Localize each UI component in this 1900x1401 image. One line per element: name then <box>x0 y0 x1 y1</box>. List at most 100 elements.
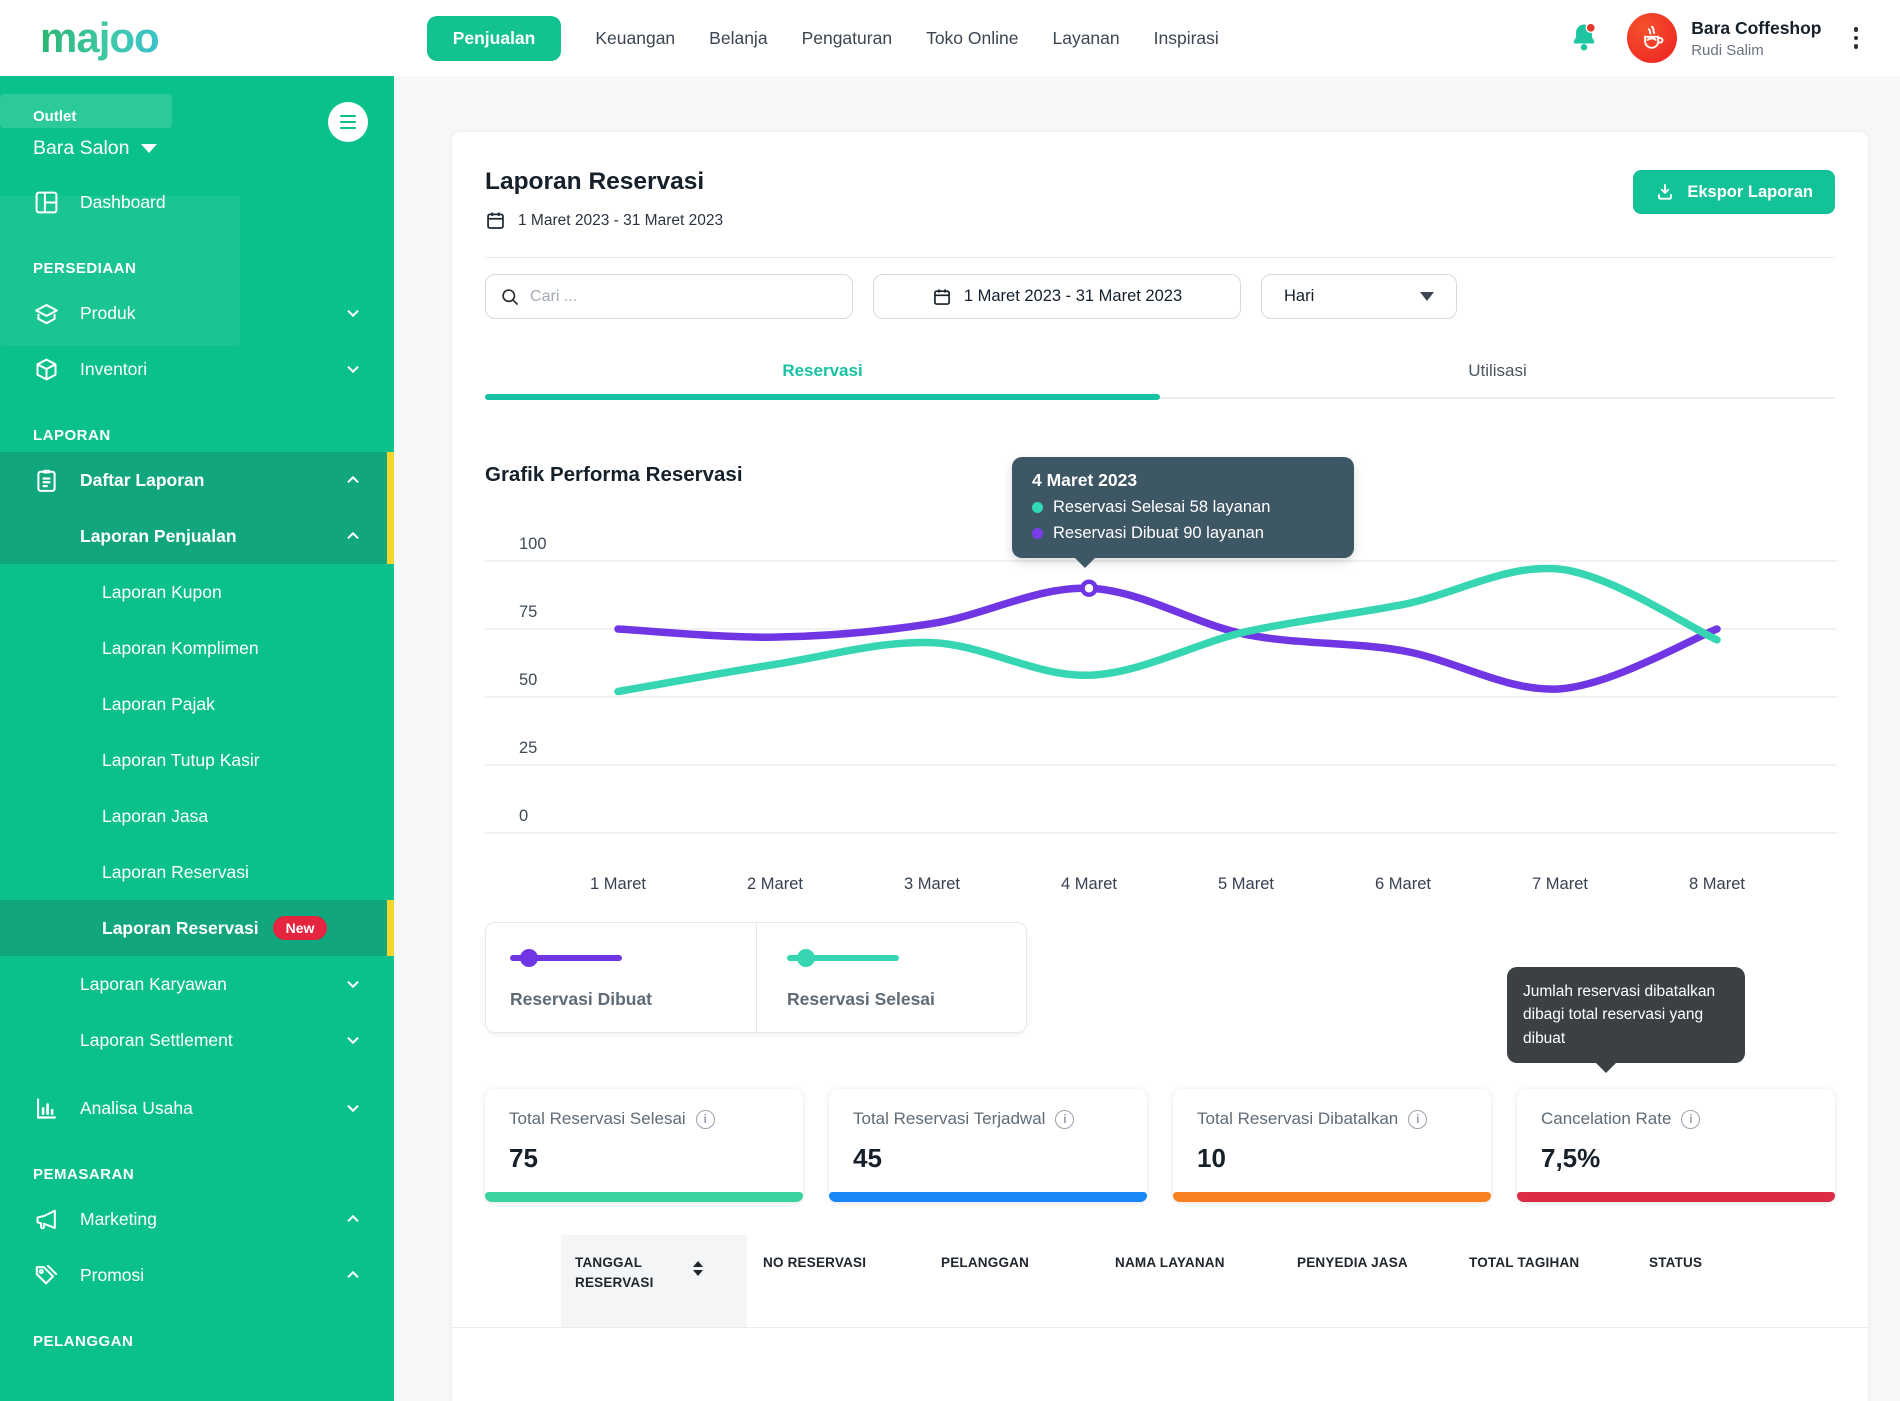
active-tab-indicator <box>485 394 1160 400</box>
section-laporan: LAPORAN <box>33 427 111 444</box>
sidebar-item-label: Laporan Pajak <box>102 693 215 714</box>
export-button-label: Ekspor Laporan <box>1687 182 1813 201</box>
notification-bell-icon[interactable] <box>1567 21 1601 55</box>
tab-utilisasi[interactable]: Utilisasi <box>1468 361 1527 380</box>
stat-label: Total Reservasi Terjadwal <box>853 1109 1046 1128</box>
info-icon[interactable] <box>1681 1109 1701 1129</box>
svg-text:4 Maret: 4 Maret <box>1061 875 1117 893</box>
sidebar-item-analisa-usaha[interactable]: Analisa Usaha <box>0 1080 394 1136</box>
search-box <box>485 274 853 319</box>
report-date-range: 1 Maret 2023 - 31 Maret 2023 <box>485 210 1835 231</box>
svg-text:8 Maret: 8 Maret <box>1689 875 1745 893</box>
chart-section: Grafik Performa Reservasi 4 Maret 2023 R… <box>485 457 1837 1033</box>
svg-text:25: 25 <box>519 739 537 757</box>
chart-legend: Reservasi Dibuat Reservasi Selesai <box>485 922 1027 1033</box>
sidebar-item-label: Promosi <box>80 1264 145 1285</box>
column-nama-layanan[interactable]: NAMA LAYANAN <box>1115 1255 1225 1270</box>
top-nav-menu: Penjualan Keuangan Belanja Pengaturan To… <box>426 15 1219 61</box>
sidebar-collapse-icon[interactable] <box>328 102 368 142</box>
sidebar-item-dashboard[interactable]: Dashboard <box>0 174 394 230</box>
sidebar-item-marketing[interactable]: Marketing <box>0 1191 394 1247</box>
avatar <box>1627 13 1678 63</box>
main-content: Laporan Reservasi 1 Maret 2023 - 31 Mare… <box>394 76 1900 1401</box>
bar-chart-icon <box>36 1097 57 1119</box>
sidebar-item-laporan-reservasi-new[interactable]: Laporan Reservasi New <box>0 900 394 956</box>
sidebar-item-label: Produk <box>80 302 136 323</box>
date-filter-button[interactable]: 1 Maret 2023 - 31 Maret 2023 <box>873 274 1241 319</box>
report-card: Laporan Reservasi 1 Maret 2023 - 31 Mare… <box>452 132 1868 1401</box>
product-box-icon <box>35 303 58 324</box>
sidebar-item-daftar-laporan[interactable]: Daftar Laporan <box>0 452 394 508</box>
sidebar-item-laporan-komplimen[interactable]: Laporan Komplimen <box>0 620 394 676</box>
tooltip-line: Reservasi Selesai 58 layanan <box>1032 498 1334 517</box>
legend-item-dibuat[interactable]: Reservasi Dibuat <box>486 923 756 1032</box>
stat-value: 10 <box>1197 1143 1226 1173</box>
column-no-reservasi[interactable]: NO RESERVASI <box>763 1255 867 1270</box>
search-input[interactable] <box>530 287 838 306</box>
sidebar-item-produk[interactable]: Produk <box>0 285 394 341</box>
nav-keuangan[interactable]: Keuangan <box>595 27 676 48</box>
sidebar-item-label: Laporan Tutup Kasir <box>102 749 260 770</box>
info-icon[interactable] <box>1408 1109 1428 1129</box>
outlet-selector[interactable]: Bara Salon <box>33 137 361 160</box>
column-pelanggan[interactable]: PELANGGAN <box>941 1255 1030 1270</box>
inventory-cube-icon <box>36 358 57 380</box>
stat-value: 45 <box>853 1143 882 1173</box>
legend-item-selesai[interactable]: Reservasi Selesai <box>756 923 1026 1032</box>
tab-reservasi[interactable]: Reservasi <box>782 361 863 380</box>
tooltip-text: Reservasi Dibuat 90 layanan <box>1053 524 1264 542</box>
column-tanggal-reservasi[interactable]: TANGGAL RESERVASI <box>561 1235 747 1327</box>
info-icon[interactable] <box>1055 1109 1075 1129</box>
coffee-logo-icon <box>1644 25 1664 49</box>
section-pemasaran: PEMASARAN <box>33 1166 135 1183</box>
svg-text:50: 50 <box>519 671 537 689</box>
sidebar-item-laporan-tutup-kasir[interactable]: Laporan Tutup Kasir <box>0 732 394 788</box>
nav-belanja[interactable]: Belanja <box>709 27 768 48</box>
column-penyedia-jasa[interactable]: PENYEDIA JASA <box>1297 1255 1408 1270</box>
navbar-right: Bara Coffeshop Rudi Salim <box>1567 13 1864 63</box>
cancelation-rate-tooltip: Jumlah reservasi dibatalkan dibagi total… <box>1507 967 1745 1073</box>
clipboard-icon <box>37 469 56 492</box>
calendar-icon <box>933 288 950 305</box>
sidebar-item-laporan-karyawan[interactable]: Laporan Karyawan <box>0 956 394 1012</box>
stat-label: Total Reservasi Dibatalkan <box>1197 1109 1399 1128</box>
nav-layanan[interactable]: Layanan <box>1052 27 1120 48</box>
account-menu[interactable]: Bara Coffeshop Rudi Salim <box>1627 13 1822 63</box>
column-status[interactable]: STATUS <box>1649 1255 1703 1270</box>
sidebar-item-label: Laporan Jasa <box>102 805 209 826</box>
chevron-up-icon <box>347 475 359 484</box>
sidebar-item-laporan-settlement[interactable]: Laporan Settlement <box>0 1012 394 1068</box>
chevron-down-icon <box>141 144 158 153</box>
sidebar-item-label: Laporan Karyawan <box>80 973 227 994</box>
sidebar-item-label: Laporan Komplimen <box>102 637 259 658</box>
sidebar-item-laporan-jasa[interactable]: Laporan Jasa <box>0 788 394 844</box>
column-total-tagihan[interactable]: TOTAL TAGIHAN <box>1469 1255 1580 1270</box>
legend-glyph <box>787 949 899 967</box>
table-divider <box>452 1327 1868 1328</box>
nav-inspirasi[interactable]: Inspirasi <box>1153 27 1219 48</box>
more-options-icon[interactable] <box>1848 21 1865 55</box>
sidebar-item-inventori[interactable]: Inventori <box>0 341 394 397</box>
sidebar-item-laporan-reservasi[interactable]: Laporan Reservasi <box>0 844 394 900</box>
chevron-down-icon <box>347 980 359 989</box>
legend-label: Reservasi Dibuat <box>510 989 653 1009</box>
tooltip-date: 4 Maret 2023 <box>1032 470 1138 490</box>
sidebar-item-laporan-pajak[interactable]: Laporan Pajak <box>0 676 394 732</box>
nav-penjualan[interactable]: Penjualan <box>426 15 562 61</box>
table-header-row: TANGGAL RESERVASI NO RESERVASI PELANGGAN… <box>485 1235 1835 1327</box>
svg-text:75: 75 <box>519 603 537 621</box>
info-icon[interactable] <box>695 1109 715 1129</box>
chevron-up-icon <box>347 1214 359 1223</box>
chevron-down-icon <box>1420 292 1434 301</box>
stat-label: Cancelation Rate <box>1541 1109 1672 1128</box>
sidebar-item-laporan-penjualan[interactable]: Laporan Penjualan <box>0 508 394 564</box>
sidebar-item-laporan-kupon[interactable]: Laporan Kupon <box>0 564 394 620</box>
export-report-button[interactable]: Ekspor Laporan <box>1633 170 1835 214</box>
user-name: Bara Coffeshop <box>1691 17 1822 38</box>
stat-total-reservasi-terjadwal: Total Reservasi Terjadwal 45 <box>829 1089 1147 1202</box>
nav-toko-online[interactable]: Toko Online <box>926 27 1019 48</box>
section-pelanggan: PELANGGAN <box>33 1333 134 1350</box>
period-dropdown[interactable]: Hari <box>1261 274 1457 319</box>
nav-pengaturan[interactable]: Pengaturan <box>801 27 893 48</box>
sidebar-item-promosi[interactable]: Promosi <box>0 1247 394 1303</box>
